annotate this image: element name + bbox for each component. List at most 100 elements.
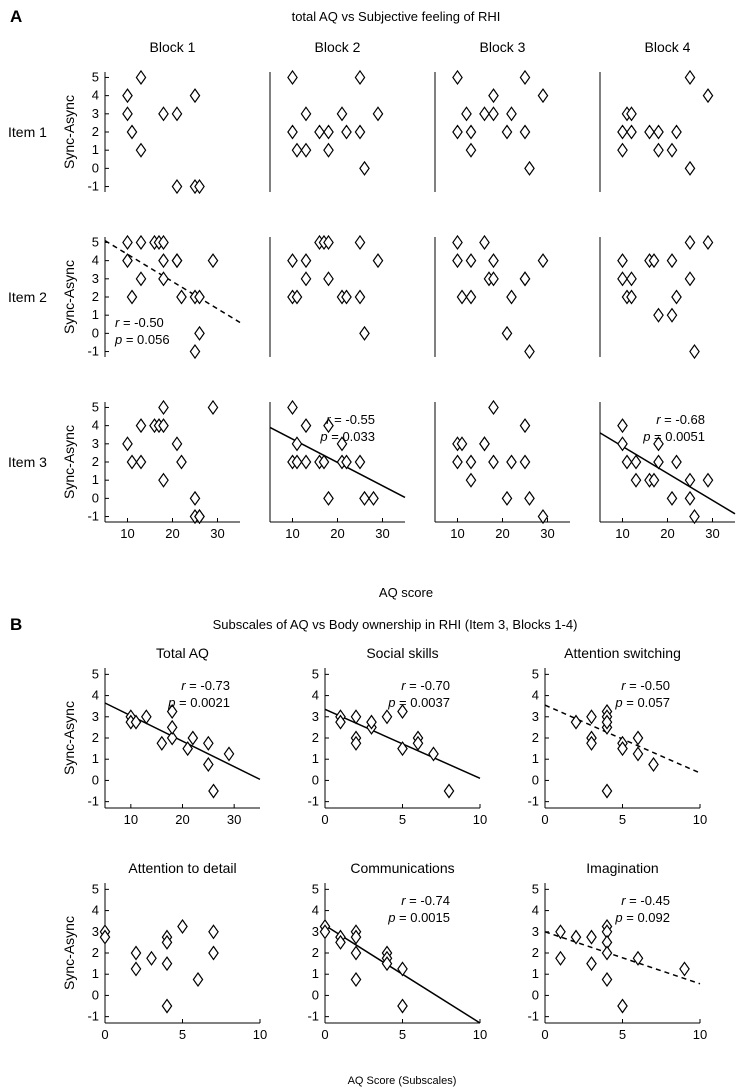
data-point: [158, 472, 169, 488]
data-point: [537, 509, 549, 525]
data-point: [323, 142, 334, 158]
data-point: [586, 735, 597, 751]
data-point: [630, 454, 642, 470]
data-point: [524, 490, 535, 506]
y-tick-label: 3: [312, 924, 319, 939]
y-tick-label: 1: [532, 751, 539, 766]
y-tick-label: -1: [307, 1009, 319, 1024]
data-point: [501, 490, 513, 506]
data-point: [99, 929, 111, 945]
data-point: [189, 490, 201, 506]
data-point: [291, 436, 303, 452]
data-point: [171, 179, 183, 195]
y-tick-label: 0: [532, 772, 539, 787]
stat-r-symbol: r: [656, 412, 661, 427]
data-point: [684, 160, 696, 176]
data-point: [300, 253, 312, 269]
data-point: [397, 961, 408, 977]
y-tick-label: 2: [92, 289, 99, 304]
data-point: [161, 956, 173, 972]
data-point: [189, 344, 201, 360]
stat-p-symbol: p: [387, 695, 395, 710]
x-tick-label: 5: [619, 1027, 626, 1042]
subplot: [269, 69, 384, 192]
subplot-title: Attention to detail: [128, 860, 236, 876]
y-tick-label: 3: [92, 924, 99, 939]
data-point: [465, 142, 477, 158]
data-point: [465, 124, 477, 140]
data-point: [617, 253, 628, 269]
data-point: [187, 730, 199, 746]
data-point: [412, 735, 424, 751]
data-point: [501, 325, 513, 341]
data-point: [555, 924, 566, 940]
data-point: [350, 971, 362, 988]
data-point: [537, 88, 549, 104]
stat-r-symbol: r: [401, 678, 406, 693]
y-tick-label: 5: [532, 666, 539, 681]
data-point: [350, 929, 362, 945]
data-point: [323, 271, 334, 287]
data-point: [653, 124, 664, 140]
data-point: [632, 746, 644, 762]
x-tick-label: 30: [227, 812, 241, 827]
subplot: [599, 234, 714, 360]
stat-p: p = 0.033: [319, 429, 375, 444]
x-tick-label: 30: [705, 526, 719, 541]
x-tick-label: 10: [693, 812, 707, 827]
x-tick-label: 0: [541, 1027, 548, 1042]
y-tick-label: 2: [92, 730, 99, 745]
x-tick-label: 20: [660, 526, 674, 541]
y-tick-label: 3: [532, 709, 539, 724]
subplot: [269, 234, 384, 357]
x-tick-label: 30: [210, 526, 224, 541]
data-point: [702, 88, 714, 104]
data-point: [314, 124, 325, 140]
column-title: Block 2: [315, 39, 361, 55]
data-point: [323, 418, 334, 434]
subplot-title: Communications: [350, 860, 454, 876]
subplot: -1 0 1 2 3 4 5 10 20 30 r = -0.73 p = 0.0021: [87, 666, 261, 827]
data-point: [135, 234, 147, 250]
data-point: [359, 325, 370, 341]
y-tick-label: -1: [87, 794, 99, 809]
stat-r-symbol: r: [181, 678, 186, 693]
data-point: [617, 741, 628, 757]
stat-r: r = -0.74: [401, 893, 450, 908]
y-tick-label: 1: [92, 472, 99, 487]
data-point: [684, 271, 696, 287]
y-tick-label: 2: [532, 945, 539, 960]
x-tick-label: 10: [120, 526, 134, 541]
data-point: [601, 783, 613, 799]
data-point: [319, 924, 331, 940]
y-tick-label: -1: [87, 179, 99, 194]
x-tick-label: 10: [450, 526, 464, 541]
x-tick-label: 30: [540, 526, 554, 541]
y-tick-label: 0: [312, 987, 319, 1002]
stat-r-symbol: r: [621, 678, 626, 693]
data-point: [291, 142, 303, 158]
data-point: [488, 399, 499, 415]
stat-p-value: = 0.0037: [395, 695, 450, 710]
data-point: [130, 945, 142, 961]
data-point: [287, 69, 298, 85]
data-point: [194, 289, 205, 305]
data-point: [479, 234, 490, 250]
data-point: [336, 106, 348, 122]
y-tick-label: 5: [92, 69, 99, 84]
stat-p-symbol: p: [167, 695, 175, 710]
data-point: [570, 714, 582, 730]
subplot-title: Total AQ: [156, 645, 209, 661]
data-point: [465, 472, 477, 488]
data-point: [397, 703, 408, 720]
data-point: [336, 436, 348, 452]
subplot: 10 20 30 r = -0.68 p = 0.0051: [599, 402, 736, 541]
stat-r: r = -0.55: [326, 412, 375, 427]
data-point: [626, 106, 637, 122]
data-point: [666, 253, 678, 269]
data-point: [158, 271, 169, 287]
stat-p-symbol: p: [387, 910, 395, 925]
data-point: [626, 124, 637, 140]
data-point: [632, 730, 644, 746]
